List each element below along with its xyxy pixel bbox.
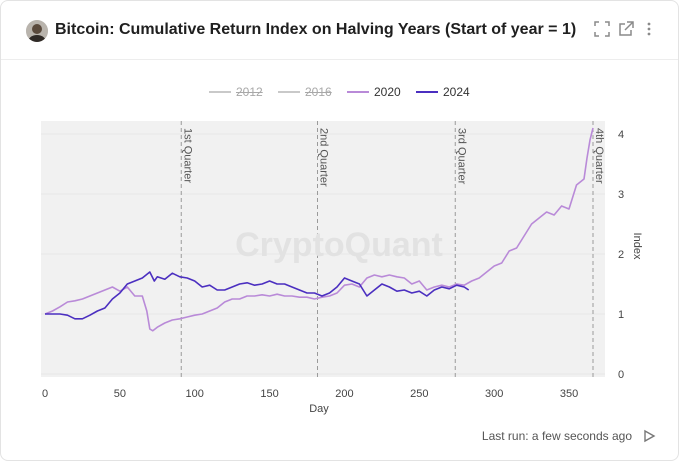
x-tick-label: 350 (560, 388, 578, 400)
chart-legend: 2012 2016 2020 2024 (1, 83, 678, 103)
y-tick-label: 1 (618, 309, 624, 321)
x-tick-label: 250 (410, 388, 428, 400)
legend-label: 2016 (305, 85, 332, 99)
run-play-icon[interactable] (642, 429, 656, 443)
series-line-2024 (45, 271, 470, 320)
legend-label: 2024 (443, 85, 470, 99)
x-tick-label: 150 (260, 388, 278, 400)
line-chart: 1st Quarter 2nd Quarter 3rd Quarter 4th Qua… (41, 121, 643, 415)
quarter-marker-label: 4th Quarter (593, 128, 605, 184)
legend-item-2016[interactable]: 2016 (278, 83, 332, 101)
avatar-image-icon (26, 20, 48, 42)
more-vert-icon[interactable] (645, 21, 663, 39)
x-tick-label: 200 (335, 388, 353, 400)
x-tick-label: 300 (485, 388, 503, 400)
header-divider (1, 59, 678, 60)
legend-swatch (209, 91, 231, 93)
y-tick-label: 3 (618, 189, 624, 201)
legend-item-2020[interactable]: 2020 (347, 83, 401, 101)
last-run-text: Last run: a few seconds ago (481, 429, 632, 443)
expand-icon[interactable] (594, 21, 612, 39)
open-external-icon[interactable] (618, 21, 636, 39)
legend-swatch (278, 91, 300, 93)
y-axis-label: Index (631, 233, 643, 260)
author-avatar[interactable] (26, 20, 48, 42)
legend-swatch (416, 91, 438, 93)
x-tick-label: 0 (42, 388, 48, 400)
watermark: CryptoQuant (235, 226, 443, 264)
quarter-marker-label: 3rd Quarter (455, 128, 467, 185)
quarter-marker-label: 1st Quarter (181, 128, 193, 183)
y-tick-label: 0 (618, 369, 624, 381)
y-tick-label: 2 (618, 249, 624, 261)
plot-area (41, 121, 605, 377)
legend-swatch (347, 91, 369, 93)
legend-item-2012[interactable]: 2012 (209, 83, 263, 101)
legend-item-2024[interactable]: 2024 (416, 83, 470, 101)
x-tick-label: 100 (186, 388, 204, 400)
y-tick-label: 4 (618, 129, 624, 141)
series-line-2020 (44, 127, 594, 332)
card-header: Bitcoin: Cumulative Return Index on Halv… (1, 1, 678, 59)
legend-label: 2020 (374, 85, 401, 99)
x-tick-label: 50 (114, 388, 126, 400)
legend-label: 2012 (236, 85, 263, 99)
x-axis-label: Day (309, 403, 329, 415)
quarter-marker-label: 2nd Quarter (318, 128, 330, 187)
chart-title: Bitcoin: Cumulative Return Index on Halv… (55, 21, 577, 38)
